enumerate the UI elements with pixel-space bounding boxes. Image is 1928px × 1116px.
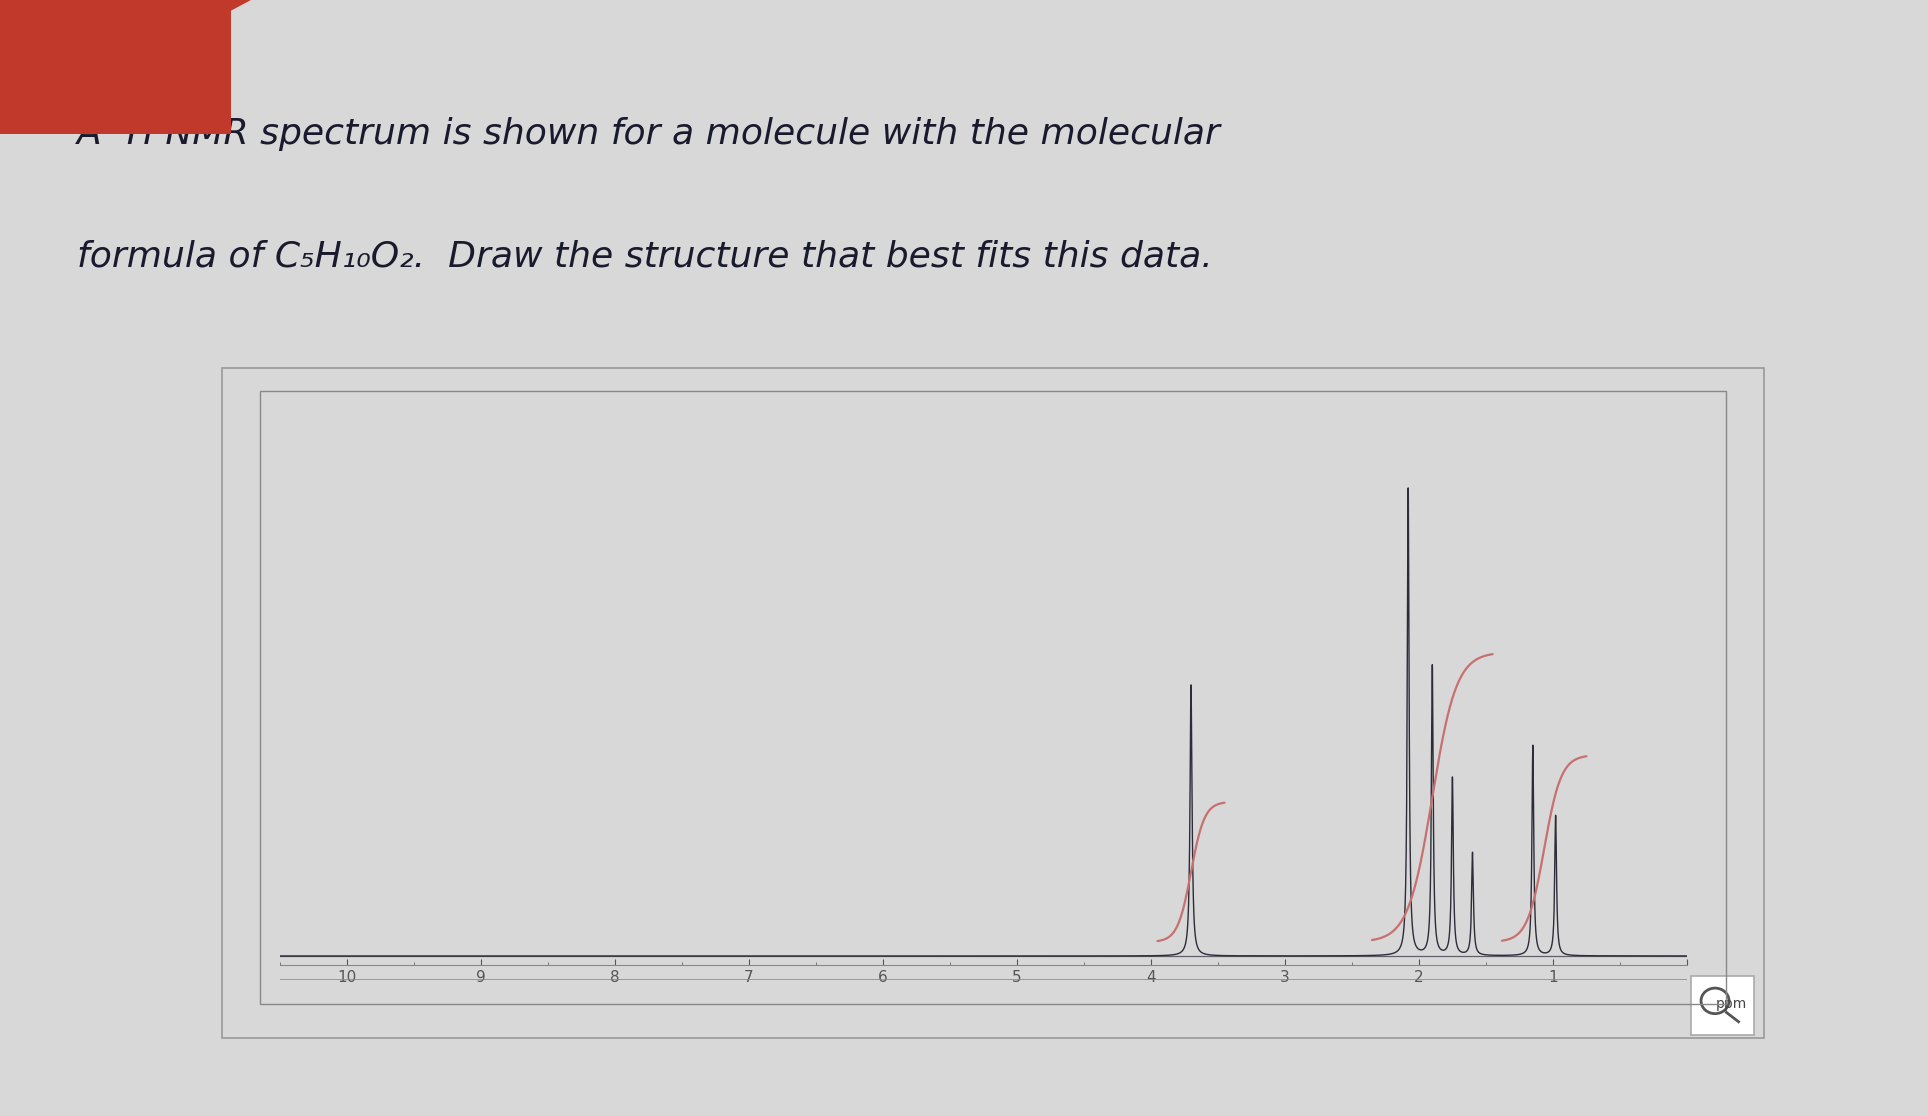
Text: formula of C₅H₁₀O₂.  Draw the structure that best fits this data.: formula of C₅H₁₀O₂. Draw the structure t… [77, 240, 1213, 273]
Text: A ¹H NMR spectrum is shown for a molecule with the molecular: A ¹H NMR spectrum is shown for a molecul… [77, 117, 1220, 151]
Text: ppm: ppm [1716, 998, 1747, 1011]
